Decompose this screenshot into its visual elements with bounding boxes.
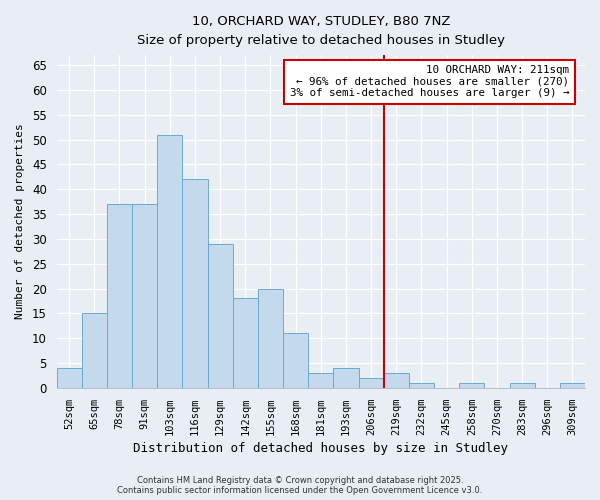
Bar xyxy=(334,368,359,388)
Bar xyxy=(409,383,434,388)
Bar xyxy=(459,383,484,388)
Bar xyxy=(107,204,132,388)
Bar xyxy=(283,333,308,388)
Title: 10, ORCHARD WAY, STUDLEY, B80 7NZ
Size of property relative to detached houses i: 10, ORCHARD WAY, STUDLEY, B80 7NZ Size o… xyxy=(137,15,505,47)
Bar xyxy=(182,180,208,388)
Bar xyxy=(132,204,157,388)
Text: 10 ORCHARD WAY: 211sqm
← 96% of detached houses are smaller (270)
3% of semi-det: 10 ORCHARD WAY: 211sqm ← 96% of detached… xyxy=(290,65,569,98)
Bar xyxy=(157,134,182,388)
Y-axis label: Number of detached properties: Number of detached properties xyxy=(15,124,25,320)
Bar xyxy=(560,383,585,388)
Bar xyxy=(82,314,107,388)
Bar xyxy=(233,298,258,388)
X-axis label: Distribution of detached houses by size in Studley: Distribution of detached houses by size … xyxy=(133,442,508,455)
Bar xyxy=(56,368,82,388)
Text: Contains HM Land Registry data © Crown copyright and database right 2025.
Contai: Contains HM Land Registry data © Crown c… xyxy=(118,476,482,495)
Bar xyxy=(258,288,283,388)
Bar xyxy=(208,244,233,388)
Bar xyxy=(509,383,535,388)
Bar xyxy=(308,373,334,388)
Bar xyxy=(383,373,409,388)
Bar xyxy=(359,378,383,388)
